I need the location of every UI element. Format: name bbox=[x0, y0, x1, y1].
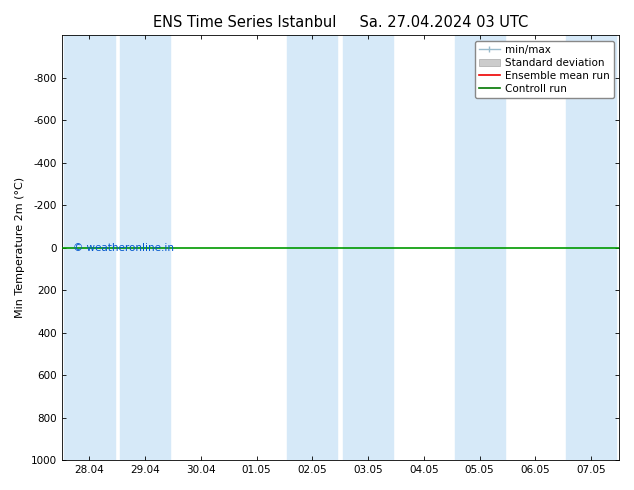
Bar bbox=[287, 35, 337, 460]
Bar bbox=[566, 35, 616, 460]
Title: ENS Time Series Istanbul     Sa. 27.04.2024 03 UTC: ENS Time Series Istanbul Sa. 27.04.2024 … bbox=[153, 15, 528, 30]
Legend: min/max, Standard deviation, Ensemble mean run, Controll run: min/max, Standard deviation, Ensemble me… bbox=[475, 41, 614, 98]
Bar bbox=[343, 35, 393, 460]
Y-axis label: Min Temperature 2m (°C): Min Temperature 2m (°C) bbox=[15, 177, 25, 318]
Bar bbox=[455, 35, 505, 460]
Text: © weatheronline.in: © weatheronline.in bbox=[73, 243, 174, 253]
Bar bbox=[64, 35, 115, 460]
Bar bbox=[120, 35, 171, 460]
